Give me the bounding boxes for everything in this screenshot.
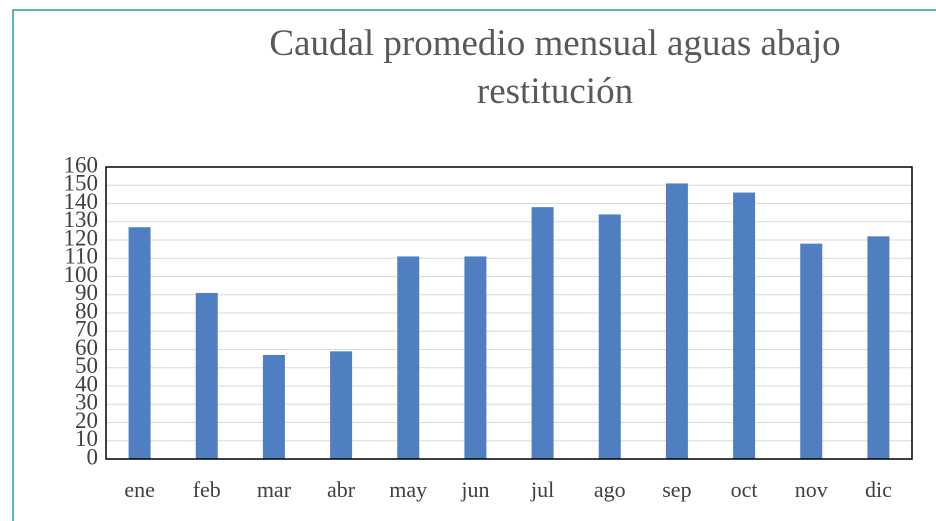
x-tick-label: dic: [865, 477, 892, 502]
bar: [397, 256, 420, 459]
x-tick-label: abr: [327, 477, 356, 502]
bar: [665, 183, 688, 460]
y-tick-label: 40: [75, 371, 98, 396]
y-tick-label: 100: [64, 262, 99, 287]
y-tick-label: 90: [75, 280, 98, 305]
x-tick-label: ene: [124, 477, 155, 502]
x-tick-label: feb: [193, 477, 221, 502]
y-tick-label: 160: [64, 152, 99, 177]
y-tick-label: 20: [75, 408, 98, 433]
x-tick-label: nov: [795, 477, 828, 502]
y-tick-label: 150: [64, 171, 99, 196]
bar: [531, 207, 554, 459]
y-tick-label: 80: [75, 298, 98, 323]
chart-title: Caudal promedio mensual aguas abajo rest…: [269, 23, 841, 112]
y-tick-label: 50: [75, 353, 98, 378]
x-tick-label: mar: [257, 477, 292, 502]
y-tick-label: 30: [75, 390, 98, 415]
bar: [733, 192, 756, 460]
bar: [128, 227, 151, 459]
frame: [12, 9, 936, 521]
x-tick-label: ago: [594, 477, 626, 502]
y-tick-label: 110: [64, 244, 98, 269]
y-tick-label: 10: [75, 426, 98, 451]
x-tick-label: sep: [662, 477, 691, 502]
bar: [330, 351, 353, 459]
x-tick-label: jun: [460, 477, 489, 502]
bar: [598, 214, 621, 459]
y-tick-label: 120: [64, 225, 99, 250]
plot-border: [105, 166, 913, 460]
bar: [195, 292, 218, 459]
y-tick-label: 130: [64, 207, 99, 232]
bar: [464, 256, 487, 459]
bar: [800, 243, 823, 459]
y-tick-label: 60: [75, 335, 98, 360]
x-tick-label: may: [389, 477, 427, 502]
y-tick-label: 0: [87, 444, 99, 469]
bar: [867, 236, 890, 459]
y-tick-label: 70: [75, 317, 98, 342]
x-tick-label: oct: [731, 477, 758, 502]
y-tick-label: 140: [64, 189, 99, 214]
bar: [262, 354, 285, 459]
x-tick-label: jul: [530, 477, 554, 502]
